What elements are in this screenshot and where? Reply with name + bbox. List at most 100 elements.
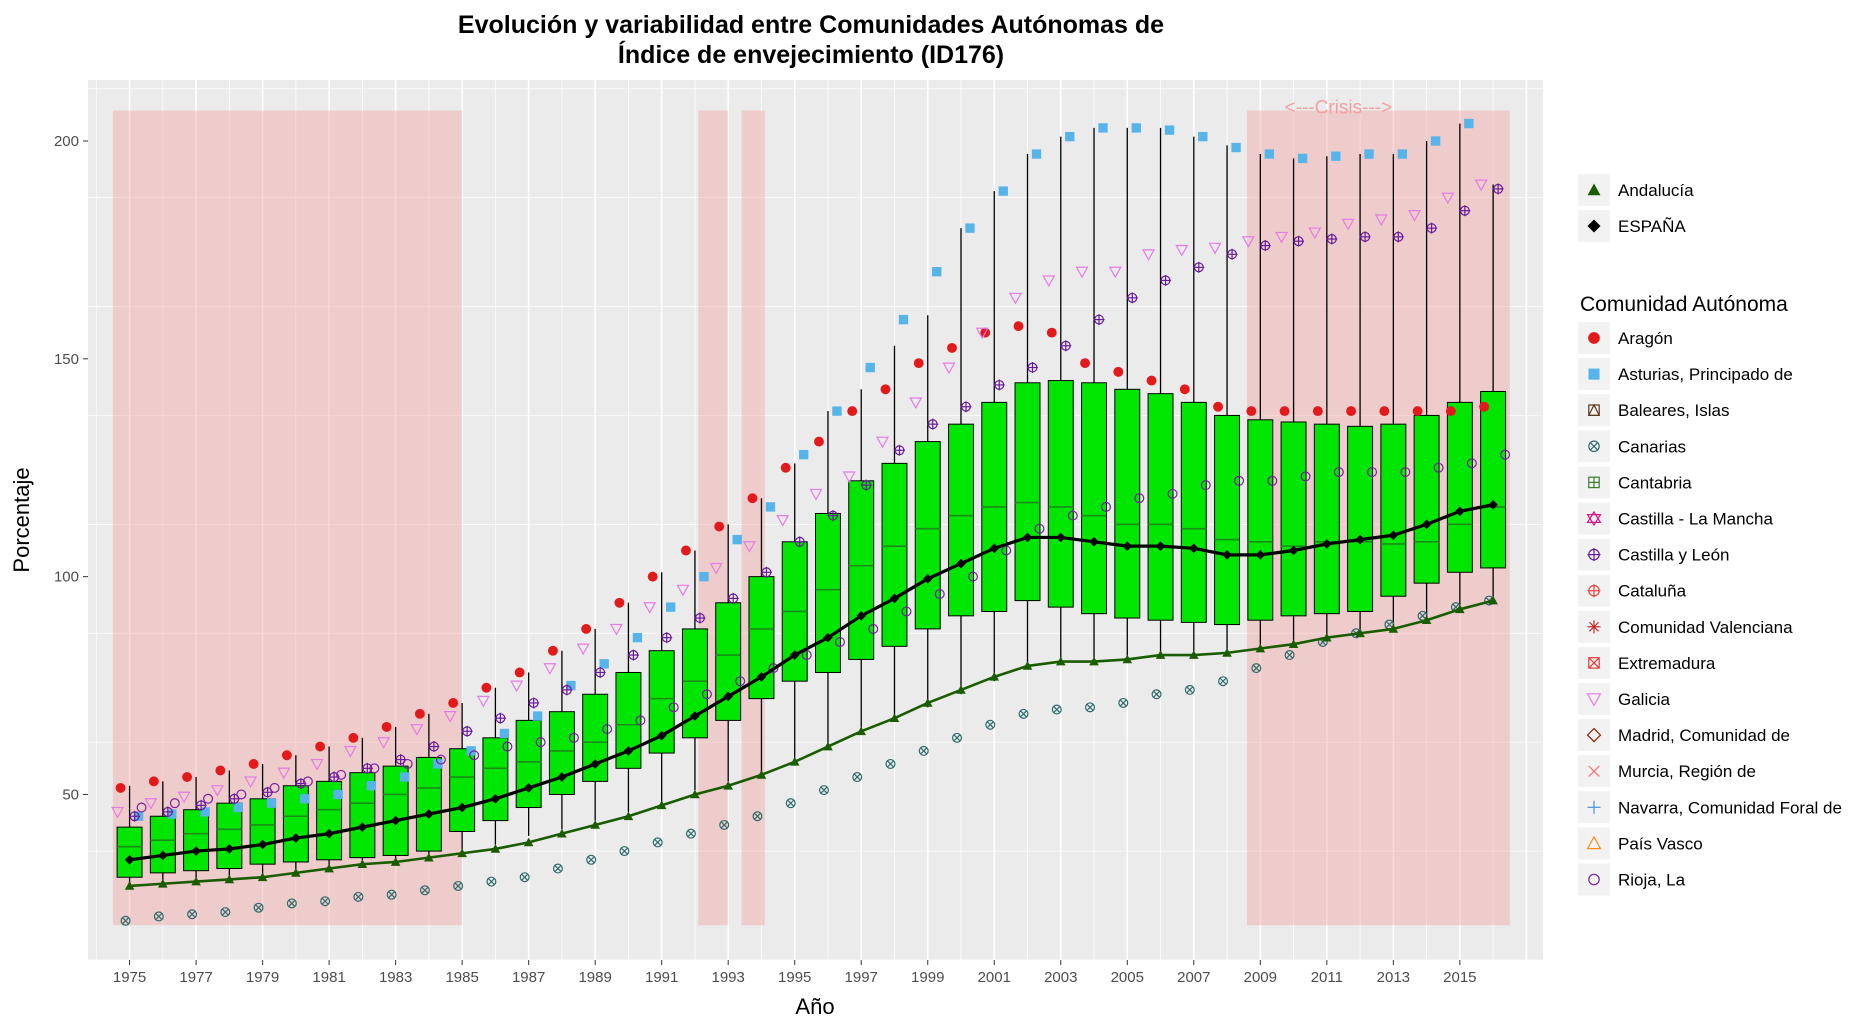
ca-point <box>1198 131 1208 142</box>
legend-label: Extremadura <box>1618 654 1716 673</box>
ca-point <box>951 732 962 743</box>
series-point <box>889 593 900 604</box>
series-point <box>523 783 534 793</box>
legend-label: Baleares, Islas <box>1618 401 1730 420</box>
series-point <box>1488 499 1498 510</box>
series-point <box>557 828 567 838</box>
legend-label: Andalucía <box>1618 181 1694 200</box>
series-point <box>424 809 434 819</box>
ca-point <box>635 715 646 726</box>
ca-point <box>1279 406 1290 417</box>
ca-point <box>1051 704 1062 715</box>
ca-point <box>799 449 809 460</box>
ca-point <box>1131 123 1141 133</box>
series-line <box>129 503 1494 862</box>
ca-point <box>868 623 879 634</box>
legend-marker <box>1588 873 1600 886</box>
legend-label: Asturias, Principado de <box>1618 365 1793 384</box>
ca-point <box>381 721 392 732</box>
series-point <box>723 780 733 790</box>
legend-marker <box>1586 727 1602 743</box>
chart-title-line2: Índice de envejecimiento (ID176) <box>618 40 1004 69</box>
ca-point <box>1098 123 1108 133</box>
legend-marker <box>1588 476 1600 489</box>
ca-point <box>195 799 207 811</box>
ca-point <box>528 697 540 709</box>
ca-point <box>269 782 280 793</box>
series-point <box>224 874 235 884</box>
series-point <box>357 859 368 868</box>
ca-point <box>253 902 264 913</box>
legend-series: Andalucía ESPAÑA <box>1578 174 1694 242</box>
series-point <box>124 881 135 890</box>
ca-point <box>599 659 609 669</box>
ca-point <box>965 223 975 233</box>
series-point <box>1322 632 1332 642</box>
series-point <box>889 713 900 723</box>
ca-point <box>1441 192 1455 205</box>
legend-marker <box>1588 368 1600 380</box>
x-tick-label: 2011 <box>1311 969 1343 986</box>
series-point <box>723 691 733 702</box>
legend-label: Aragón <box>1618 329 1673 348</box>
x-tick-label: 1997 <box>845 969 878 986</box>
series-point <box>1421 519 1432 530</box>
box <box>1047 380 1074 608</box>
ca-point <box>348 732 359 743</box>
ca-point <box>1367 467 1378 478</box>
ca-point <box>785 798 796 809</box>
box <box>116 826 143 878</box>
ca-point <box>1001 545 1012 556</box>
ca-point <box>1346 406 1357 417</box>
ca-point <box>1379 406 1390 417</box>
series-point <box>1322 539 1332 549</box>
box <box>1446 401 1473 573</box>
series-point <box>623 746 634 756</box>
legend-label: País Vasco <box>1618 834 1703 853</box>
ca-point <box>801 650 812 661</box>
ca-point <box>353 891 364 902</box>
box <box>848 480 875 660</box>
ca-point <box>336 769 347 780</box>
series-point <box>457 802 467 813</box>
box <box>316 780 343 861</box>
ca-point <box>428 741 440 753</box>
x-tick-label: 2003 <box>1044 969 1077 986</box>
ca-point <box>967 571 978 582</box>
series-point <box>1222 550 1232 560</box>
ca-point <box>262 786 274 798</box>
ca-point <box>399 772 410 782</box>
x-tick-label: 2007 <box>1177 969 1210 986</box>
ca-point <box>502 741 513 752</box>
ca-point <box>1118 697 1129 708</box>
ca-point <box>414 708 425 719</box>
ca-point <box>1146 375 1157 386</box>
legend-label: Castilla y León <box>1618 546 1730 565</box>
series-point <box>756 770 767 779</box>
ca-point <box>993 379 1005 391</box>
series-point <box>1189 650 1199 659</box>
series-point <box>224 844 235 854</box>
ca-point <box>203 793 214 804</box>
ca-point <box>494 712 506 724</box>
ca-point <box>694 612 706 624</box>
series-point <box>1022 532 1033 543</box>
x-tick-label: 1977 <box>179 969 212 986</box>
series-point <box>124 855 135 865</box>
ca-point <box>1027 362 1039 374</box>
ca-point <box>680 545 691 556</box>
ca-point <box>860 479 872 491</box>
ca-point <box>647 571 658 582</box>
ca-point <box>1374 214 1388 227</box>
ca-point <box>1408 210 1422 222</box>
ca-point <box>614 597 625 608</box>
ca-point <box>410 724 424 736</box>
x-tick-label: 1999 <box>911 969 944 986</box>
crisis-label: <---Crisis---> <box>1285 97 1393 118</box>
series-point <box>1155 541 1166 551</box>
x-axis: 1975 1977 1979 1981 1983 1985 1987 1989 1991 1993… <box>113 960 1477 986</box>
series-point <box>324 863 334 873</box>
ca-point <box>535 737 546 748</box>
ca-point <box>602 724 613 735</box>
ca-point <box>1175 244 1189 257</box>
